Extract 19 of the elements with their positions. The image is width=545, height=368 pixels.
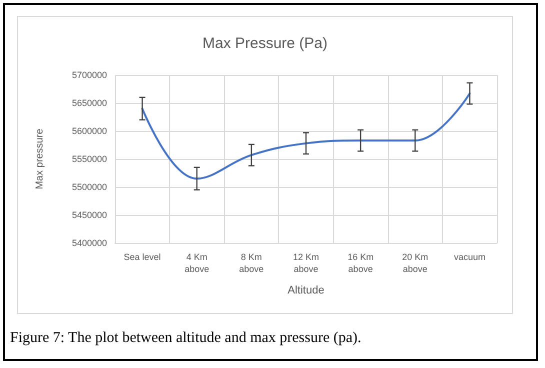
x-tick-label: 8 Km above xyxy=(239,252,264,274)
x-tick-label: 4 Km above xyxy=(184,252,210,274)
x-tick-label: Sea level xyxy=(124,252,161,262)
chart-title: Max Pressure (Pa) xyxy=(202,35,328,52)
line-series xyxy=(141,92,471,180)
y-tick-label: 5700000 xyxy=(72,70,107,80)
y-axis-title: Max pressure xyxy=(34,128,46,190)
y-tick-label: 5450000 xyxy=(72,210,107,220)
x-tick-label: vacuum xyxy=(454,252,486,262)
x-tick-label: 20 Km above xyxy=(402,252,428,274)
y-tick-label: 5600000 xyxy=(72,126,107,136)
x-tick-label: 12 Km above xyxy=(292,252,320,274)
x-axis-title: Altitude xyxy=(288,284,324,296)
y-tick-label: 5500000 xyxy=(72,182,107,192)
caption: Figure 7: The plot between altitude and max pressure (pa). xyxy=(10,330,362,347)
x-tick-label: 16 Km above xyxy=(348,252,374,274)
y-tick-label: 5550000 xyxy=(72,154,107,164)
y-tick-label: 5400000 xyxy=(72,238,107,248)
y-tick-label: 5650000 xyxy=(72,98,107,108)
